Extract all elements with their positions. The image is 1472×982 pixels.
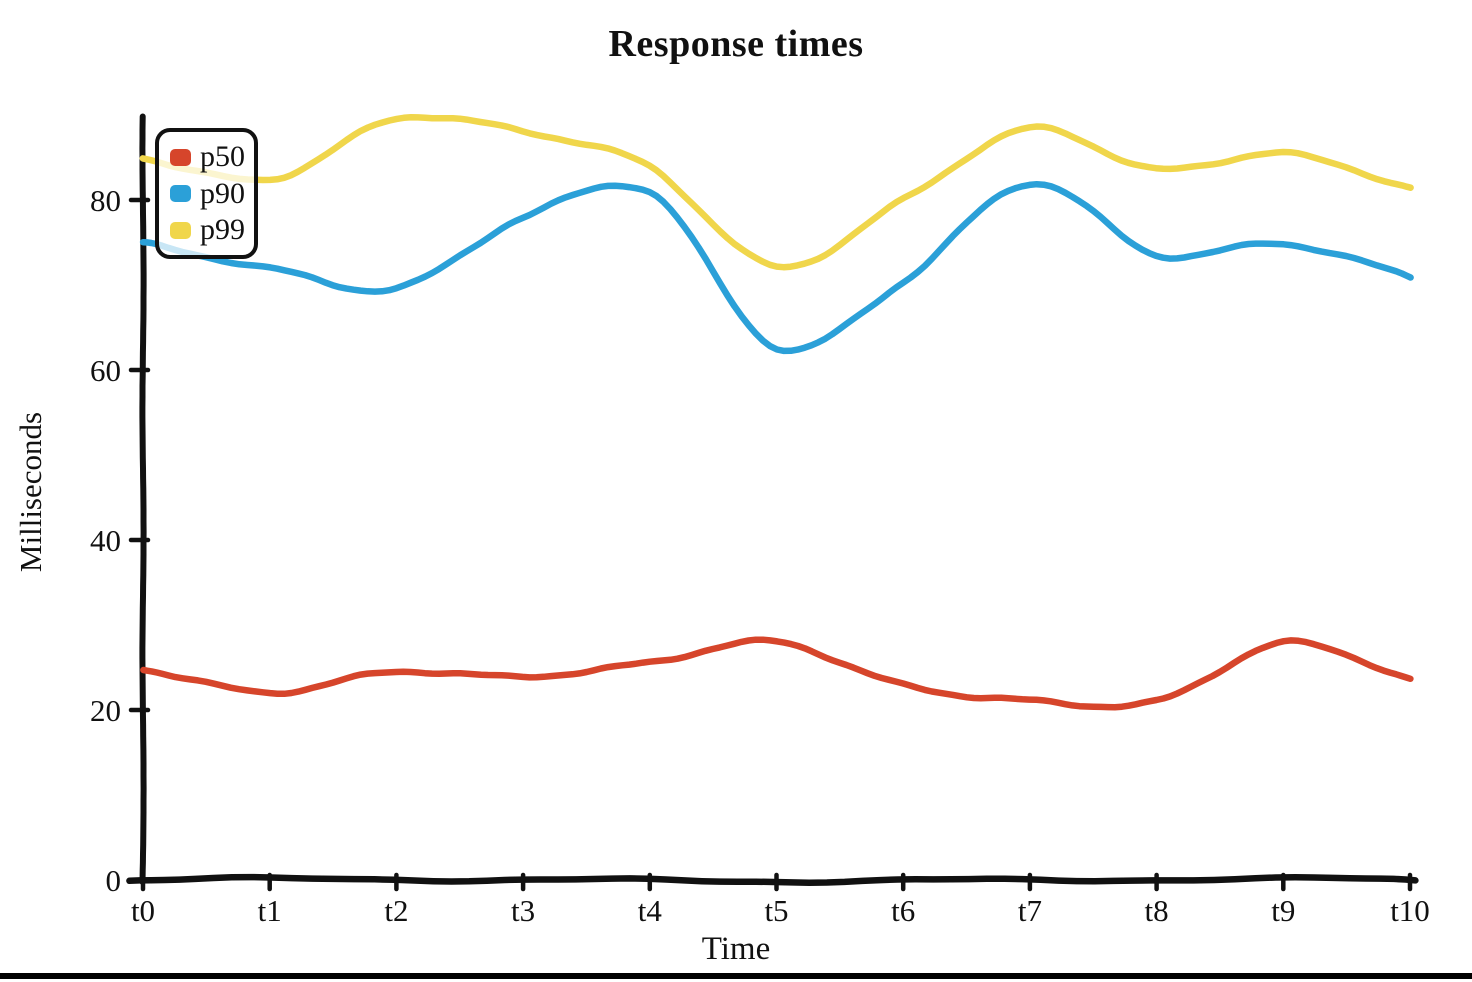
x-tick-label: t0 <box>131 893 155 928</box>
x-tick-label: t8 <box>1145 893 1169 928</box>
y-tick-label: 40 <box>90 523 121 558</box>
x-tick-label: t1 <box>258 893 282 928</box>
chart-title: Response times <box>608 23 864 65</box>
x-tick-label: t3 <box>511 893 535 928</box>
y-axis-line <box>139 113 147 885</box>
legend: p50 p90 p99 <box>155 128 258 259</box>
y-tick-label: 60 <box>90 353 121 388</box>
legend-swatch-p99 <box>170 221 191 239</box>
x-tick-label: t6 <box>891 893 915 928</box>
y-tick-label: 0 <box>106 863 122 898</box>
legend-swatch-p90 <box>170 185 191 202</box>
legend-item-p99: p99 <box>170 213 245 246</box>
x-tick-label: t9 <box>1271 893 1295 928</box>
series-line-p99 <box>139 114 1414 271</box>
x-tick-label: t10 <box>1390 893 1430 928</box>
legend-label: p90 <box>200 176 245 210</box>
series-line-p50 <box>140 636 1414 711</box>
legend-label: p50 <box>200 140 245 173</box>
y-tick-label: 80 <box>90 183 121 218</box>
y-axis-title: Milliseconds <box>13 411 48 573</box>
x-axis-line <box>126 873 1419 886</box>
legend-item-p90: p90 <box>170 176 245 210</box>
x-tick-label: t4 <box>638 893 663 928</box>
window-bottom-border <box>0 973 1472 979</box>
x-tick-label: t5 <box>764 893 788 928</box>
x-tick-label: t2 <box>384 893 408 928</box>
legend-swatch-p50 <box>170 148 191 166</box>
x-tick-label: t7 <box>1018 893 1042 928</box>
x-axis-title: Time <box>701 931 771 967</box>
legend-label: p99 <box>200 213 245 246</box>
series-line-p90 <box>139 180 1414 355</box>
legend-item-p50: p50 <box>170 140 245 173</box>
y-tick-label: 20 <box>90 693 121 728</box>
